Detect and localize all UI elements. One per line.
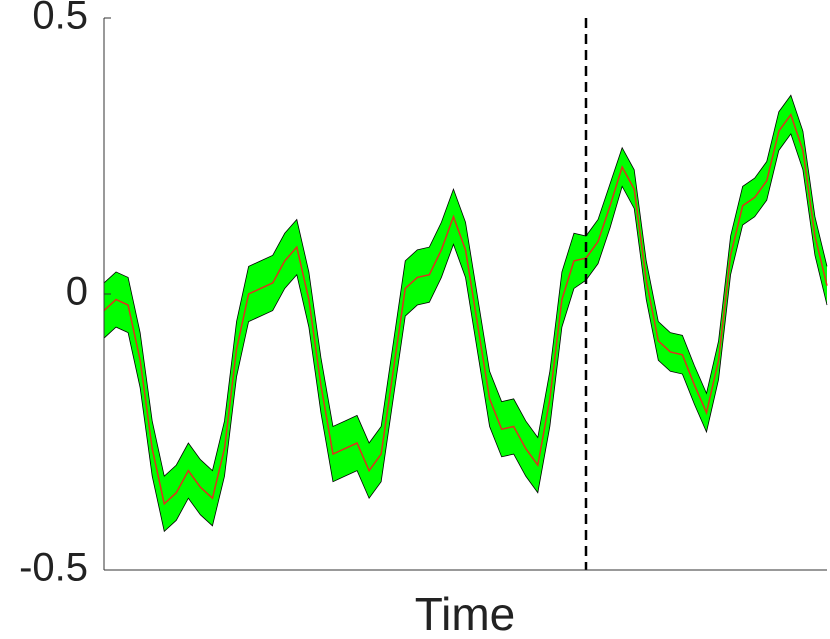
band-edge	[103, 94, 828, 477]
band-edge	[103, 133, 828, 533]
y-tick-label: 0	[66, 270, 88, 314]
x-axis-label: Time	[415, 588, 516, 639]
confidence-band	[104, 95, 827, 532]
y-tick-label: -0.5	[19, 546, 88, 590]
mean-line	[103, 112, 828, 506]
y-tick-label: 0.5	[32, 0, 88, 38]
